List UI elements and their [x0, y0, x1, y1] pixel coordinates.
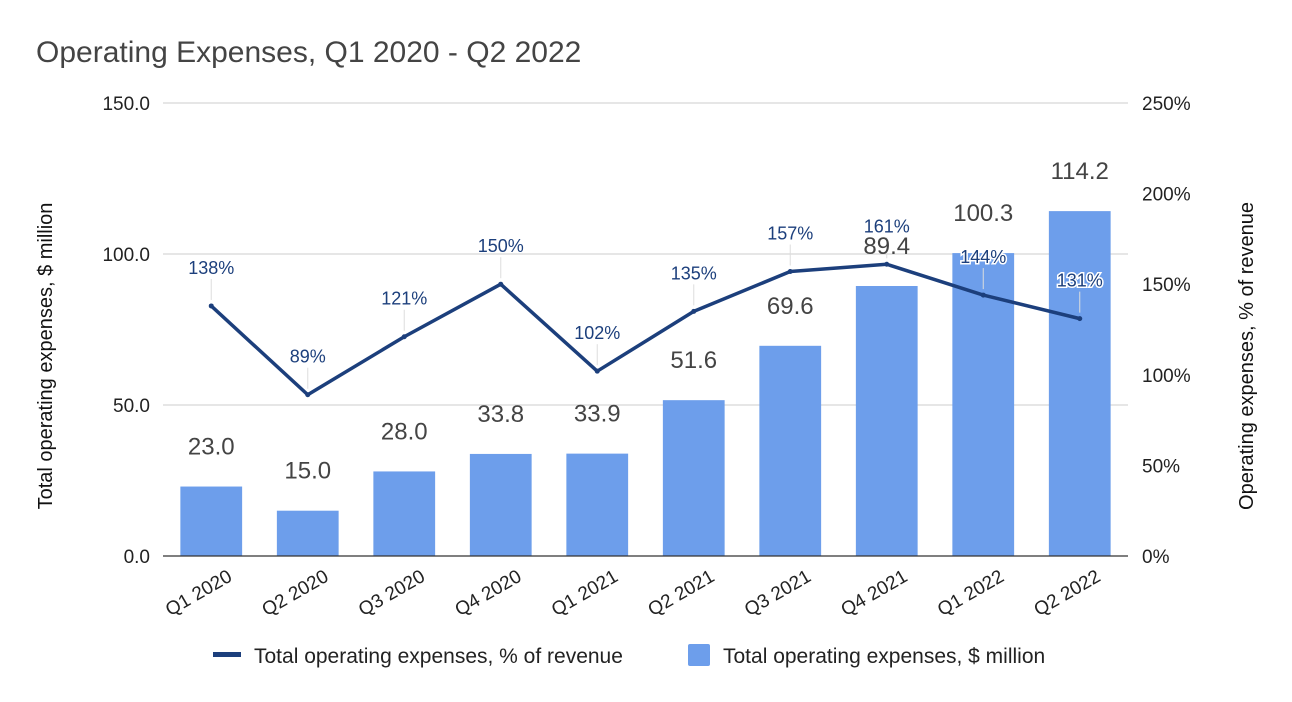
x-category-label: Q3 2021 — [741, 566, 815, 621]
line-value-label: 144% — [960, 247, 1006, 267]
y-left-tick-label: 50.0 — [113, 396, 150, 417]
line-point — [884, 261, 890, 267]
x-category-label: Q1 2020 — [162, 566, 236, 621]
line-point — [1077, 316, 1083, 322]
line-path — [209, 262, 1082, 397]
legend-bar-swatch — [688, 644, 710, 666]
y-axis-right-title: Operating expenses, % of revenue — [1236, 202, 1258, 510]
legend-line-label: Total operating expenses, % of revenue — [254, 645, 623, 668]
legend-bar-label: Total operating expenses, $ million — [723, 645, 1045, 668]
line-value-label: 121% — [381, 289, 427, 309]
line-value-label: 135% — [671, 263, 717, 283]
line-point — [401, 334, 407, 340]
bar — [759, 345, 822, 556]
line-value-label: 150% — [478, 236, 524, 256]
x-category-label: Q2 2020 — [259, 566, 333, 621]
legend: Total operating expenses, % of revenue T… — [213, 644, 1045, 668]
x-category-label: Q4 2021 — [838, 566, 912, 621]
bar — [180, 486, 243, 556]
bar — [1048, 211, 1111, 556]
x-category-label: Q2 2022 — [1031, 566, 1105, 621]
bar-value-label: 33.8 — [477, 401, 524, 428]
bar — [566, 453, 629, 556]
line-point — [208, 303, 214, 309]
y-left-tick-label: 0.0 — [124, 547, 150, 568]
line-point — [787, 269, 793, 275]
y-right-tick-label: 250% — [1142, 94, 1191, 115]
y-left-tick-label: 100.0 — [102, 245, 150, 266]
bar-value-label: 23.0 — [188, 434, 235, 461]
y-right-tick-label: 50% — [1142, 456, 1180, 477]
x-category-label: Q4 2020 — [452, 566, 526, 621]
bar-value-label: 15.0 — [284, 458, 331, 485]
line-point — [691, 308, 697, 314]
legend-line-swatch — [213, 652, 241, 657]
line-point — [594, 368, 600, 374]
chart-title: Operating Expenses, Q1 2020 - Q2 2022 — [36, 36, 581, 69]
bar — [373, 471, 436, 556]
bar — [952, 253, 1015, 556]
y-right-tick-label: 100% — [1142, 366, 1191, 387]
line-series — [208, 237, 1083, 398]
line-value-label: 138% — [188, 258, 234, 278]
bar-value-label: 51.6 — [670, 347, 717, 374]
bar-value-label: 33.9 — [574, 401, 621, 428]
x-category-label: Q1 2022 — [934, 566, 1008, 621]
y-axis-left-title: Total operating expenses, $ million — [35, 203, 57, 510]
bar-value-label: 114.2 — [1051, 158, 1109, 185]
bar — [276, 510, 339, 556]
bar — [662, 400, 725, 556]
bar-value-label: 100.3 — [953, 200, 1013, 227]
y-right-tick-label: 200% — [1142, 185, 1191, 206]
bar — [855, 286, 918, 556]
data-labels: 23.0 15.0 28.0 33.8 33.9 51.6 69.6 89.4 100.3 114… — [187, 158, 1109, 485]
line-value-label: 102% — [574, 323, 620, 343]
line-point — [498, 281, 504, 287]
bar-value-label: 69.6 — [767, 293, 814, 320]
y-right-tick-label: 0% — [1142, 547, 1170, 568]
bar-value-label: 89.4 — [863, 233, 910, 260]
x-category-label: Q2 2021 — [645, 566, 719, 621]
bars — [180, 211, 1111, 556]
line-value-label: 161% — [864, 216, 910, 236]
line-value-label: 157% — [767, 224, 813, 244]
bar — [469, 453, 532, 556]
bar-value-label: 28.0 — [381, 418, 428, 445]
y-right-tick-label: 150% — [1142, 275, 1191, 296]
line-value-label: 131% — [1057, 271, 1103, 291]
y-left-tick-label: 150.0 — [102, 94, 150, 115]
line-point — [980, 292, 986, 298]
x-category-label: Q3 2020 — [355, 566, 429, 621]
line-value-label: 89% — [290, 347, 326, 367]
line-point — [305, 392, 311, 398]
x-category-label: Q1 2021 — [548, 566, 622, 621]
